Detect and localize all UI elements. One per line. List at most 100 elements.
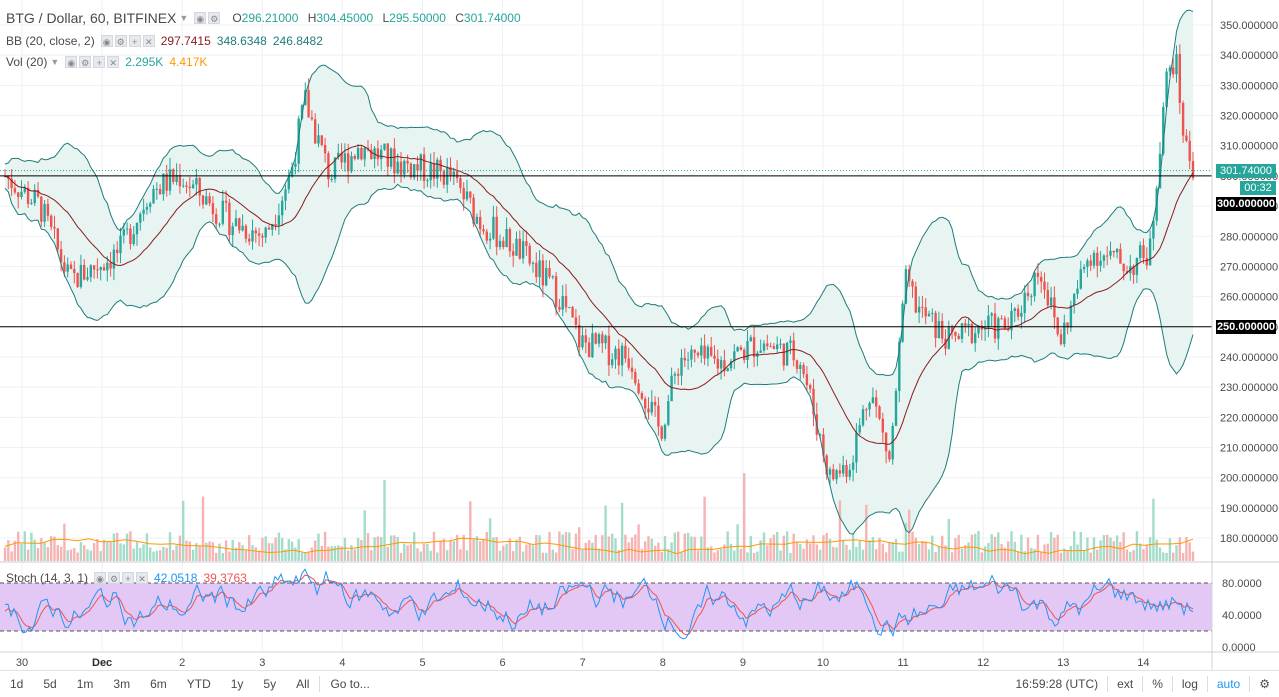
volume-bar xyxy=(40,538,43,561)
symbol-title[interactable]: BTG / Dollar, 60, BITFINEX xyxy=(6,10,177,26)
volume-bar xyxy=(690,536,693,561)
candle-body xyxy=(558,306,561,310)
range-1y[interactable]: 1y xyxy=(230,677,244,691)
auto-toggle[interactable]: auto xyxy=(1216,677,1241,691)
range-5d[interactable]: 5d xyxy=(43,677,57,691)
ohlc-open-key: O xyxy=(232,11,242,25)
candle-body xyxy=(531,262,535,264)
candle-body xyxy=(983,328,987,330)
close-icon[interactable]: ✕ xyxy=(107,56,120,68)
candle-body xyxy=(1056,317,1059,335)
candle-body xyxy=(76,272,79,287)
candle-body xyxy=(587,342,591,358)
eye-icon[interactable]: ◉ xyxy=(65,56,78,68)
range-6m[interactable]: 6m xyxy=(150,677,167,691)
volume-bar xyxy=(403,543,406,561)
volume-bar xyxy=(122,544,125,561)
candle-body xyxy=(211,203,215,215)
volume-bar xyxy=(561,534,564,561)
candle-body xyxy=(640,393,644,399)
bb-label[interactable]: BB (20, close, 2) xyxy=(6,34,95,48)
candle-body xyxy=(469,191,472,198)
chevron-down-icon[interactable]: ▼ xyxy=(50,57,60,67)
volume-bar xyxy=(693,536,696,561)
gear-icon[interactable]: ⚙ xyxy=(79,56,92,68)
chart-canvas[interactable]: 350.000000340.000000330.000000320.000000… xyxy=(0,0,1279,670)
price-tick-label: 340.000000 xyxy=(1220,50,1278,62)
volume-bar xyxy=(172,550,175,561)
eye-icon[interactable]: ◉ xyxy=(194,12,207,24)
eye-icon[interactable]: ◉ xyxy=(94,572,107,584)
range-5y[interactable]: 5y xyxy=(263,677,277,691)
plus-icon[interactable]: + xyxy=(128,35,141,47)
candle-body xyxy=(752,337,756,357)
candle-body xyxy=(970,323,974,344)
volume-bar xyxy=(356,537,360,561)
candle-body xyxy=(1079,269,1082,289)
candle-body xyxy=(198,177,201,196)
ext-toggle[interactable]: ext xyxy=(1117,677,1134,691)
vol-label[interactable]: Vol (20) xyxy=(6,55,48,69)
gear-icon[interactable]: ⚙ xyxy=(108,572,121,584)
volume-bar xyxy=(462,534,465,561)
utc-clock[interactable]: 16:59:28 (UTC) xyxy=(1015,677,1099,691)
volume-bar xyxy=(446,550,449,561)
volume-bar xyxy=(891,541,894,561)
volume-bar xyxy=(1162,552,1165,561)
close-icon[interactable]: ✕ xyxy=(142,35,155,47)
range-1m[interactable]: 1m xyxy=(76,677,94,691)
chevron-down-icon[interactable]: ▼ xyxy=(179,13,189,23)
candle-body xyxy=(274,224,277,226)
volume-bar xyxy=(1125,549,1129,561)
stoch-label[interactable]: Stoch (14, 3, 1) xyxy=(6,571,89,585)
candle-body xyxy=(1092,252,1096,266)
range-1d[interactable]: 1d xyxy=(10,677,24,691)
volume-bar xyxy=(838,500,842,561)
plus-icon[interactable]: + xyxy=(93,56,106,68)
candle-body xyxy=(228,202,231,236)
volume-bar xyxy=(1046,543,1049,561)
gear-icon[interactable]: ⚙ xyxy=(208,12,221,24)
candle-body xyxy=(868,403,871,410)
candle-body xyxy=(967,323,970,326)
settings-gear-icon[interactable]: ⚙ xyxy=(1259,677,1270,691)
candle-body xyxy=(208,196,211,204)
volume-bar xyxy=(1145,544,1148,561)
range-3m[interactable]: 3m xyxy=(113,677,131,691)
volume-bar xyxy=(439,540,442,561)
volume-bar xyxy=(924,541,927,561)
volume-bar xyxy=(759,540,762,561)
bb-basis-value: 297.7415 xyxy=(160,34,211,48)
volume-bar xyxy=(17,531,20,561)
candle-body xyxy=(449,166,452,177)
percent-toggle[interactable]: % xyxy=(1152,677,1163,691)
goto-button[interactable]: Go to... xyxy=(330,677,370,691)
plus-icon[interactable]: + xyxy=(122,572,135,584)
price-tick-label: 270.000000 xyxy=(1220,261,1278,273)
candle-body xyxy=(828,469,832,475)
candle-body xyxy=(538,260,541,278)
candle-body xyxy=(1122,263,1125,272)
gear-icon[interactable]: ⚙ xyxy=(114,35,127,47)
bb-lower-value: 246.8482 xyxy=(272,34,323,48)
candle-body xyxy=(287,176,290,190)
volume-bar xyxy=(350,545,353,561)
eye-icon[interactable]: ◉ xyxy=(100,35,113,47)
log-toggle[interactable]: log xyxy=(1181,677,1198,691)
candle-body xyxy=(842,465,845,474)
volume-bar xyxy=(805,539,809,561)
range-ytd[interactable]: YTD xyxy=(186,677,211,691)
volume-bar xyxy=(921,540,924,561)
candle-body xyxy=(634,372,637,384)
volume-bar xyxy=(20,543,23,561)
volume-bar xyxy=(716,550,719,561)
range-all[interactable]: All xyxy=(296,677,310,691)
close-icon[interactable]: ✕ xyxy=(136,572,149,584)
candle-body xyxy=(809,385,812,389)
price-tick-label: 210.000000 xyxy=(1220,443,1278,455)
volume-bar xyxy=(630,537,634,561)
candle-body xyxy=(924,307,927,317)
volume-bar xyxy=(1016,551,1020,561)
volume-bar xyxy=(954,538,957,561)
candle-body xyxy=(1145,258,1148,266)
